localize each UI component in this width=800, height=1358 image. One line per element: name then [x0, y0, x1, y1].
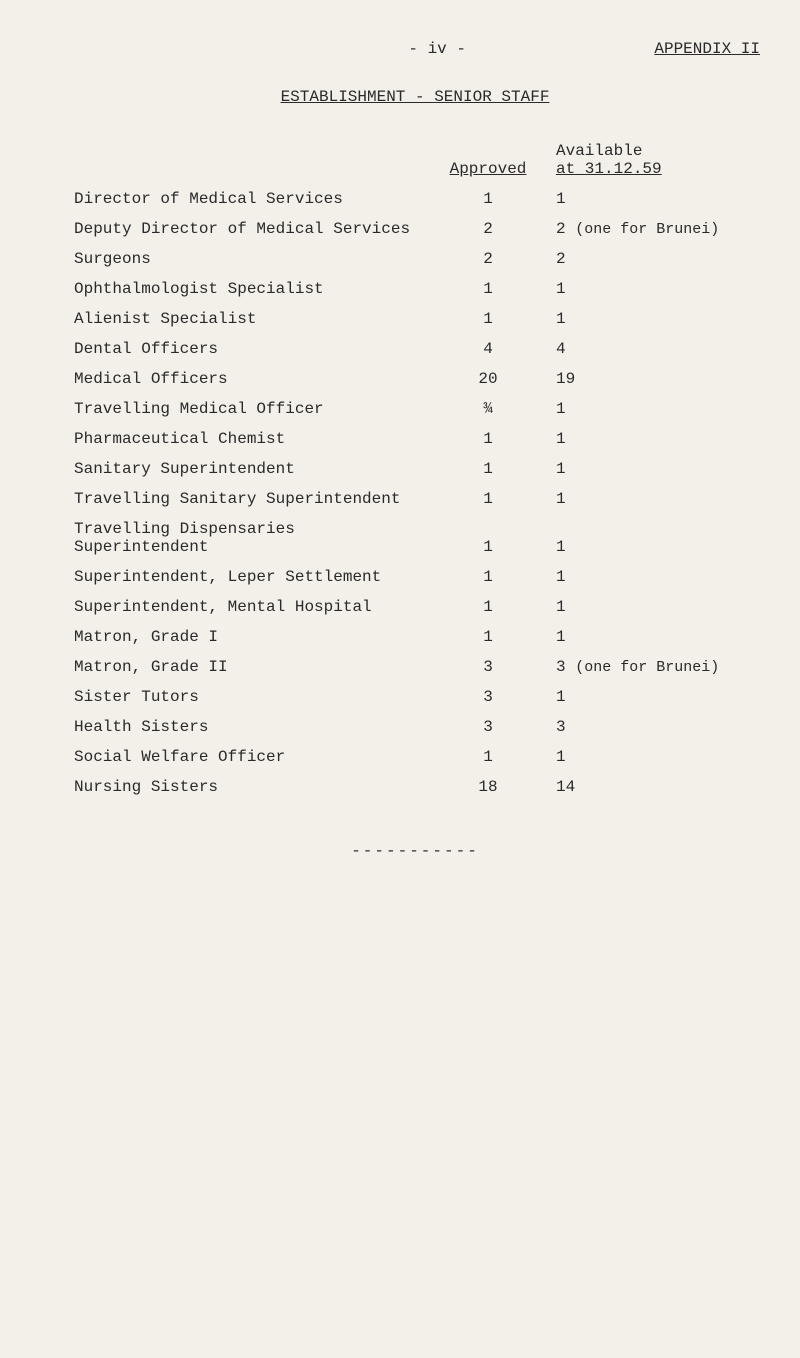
row-approved: 1 [424, 562, 552, 592]
subtitle: ESTABLISHMENT - SENIOR STAFF [70, 88, 760, 106]
table-row: Nursing Sisters1814 [70, 772, 760, 802]
row-approved: 1 [424, 514, 552, 562]
row-available: 1 [552, 592, 760, 622]
row-label: Health Sisters [70, 712, 424, 742]
row-approved: 3 [424, 652, 552, 682]
row-label: Travelling Dispensaries Superintendent [70, 514, 424, 562]
row-approved: 4 [424, 334, 552, 364]
row-approved: 3 [424, 712, 552, 742]
row-label: Medical Officers [70, 364, 424, 394]
row-approved: 1 [424, 484, 552, 514]
row-available: 1 [552, 514, 760, 562]
row-approved: 2 [424, 244, 552, 274]
row-available: 2 (one for Brunei) [552, 214, 760, 244]
row-label: Director of Medical Services [70, 184, 424, 214]
table-row: Medical Officers2019 [70, 364, 760, 394]
row-label: Sanitary Superintendent [70, 454, 424, 484]
header-line: - iv - APPENDIX II [70, 40, 760, 58]
row-label: Ophthalmologist Specialist [70, 274, 424, 304]
table-row: Matron, Grade II33 (one for Brunei) [70, 652, 760, 682]
table-row: Matron, Grade I11 [70, 622, 760, 652]
table-row: Health Sisters33 [70, 712, 760, 742]
row-available: 1 [552, 424, 760, 454]
col-header-approved: Approved [424, 136, 552, 184]
row-label: Superintendent, Mental Hospital [70, 592, 424, 622]
table-row: Social Welfare Officer11 [70, 742, 760, 772]
table-row: Dental Officers44 [70, 334, 760, 364]
row-label: Matron, Grade II [70, 652, 424, 682]
table-row: Sanitary Superintendent11 [70, 454, 760, 484]
row-approved: 1 [424, 304, 552, 334]
divider-dashes: ----------- [70, 842, 760, 860]
row-available: 1 [552, 484, 760, 514]
row-approved: 1 [424, 424, 552, 454]
row-label: Social Welfare Officer [70, 742, 424, 772]
row-available: 1 [552, 274, 760, 304]
row-available: 1 [552, 742, 760, 772]
staff-table: Approved Available at 31.12.59 Director … [70, 136, 760, 802]
row-label: Matron, Grade I [70, 622, 424, 652]
table-row: Travelling Sanitary Superintendent11 [70, 484, 760, 514]
row-label: Dental Officers [70, 334, 424, 364]
table-row: Superintendent, Mental Hospital11 [70, 592, 760, 622]
row-approved: 1 [424, 454, 552, 484]
table-row: Ophthalmologist Specialist11 [70, 274, 760, 304]
row-available: 1 [552, 394, 760, 424]
table-row: Surgeons22 [70, 244, 760, 274]
col-header-available: Available at 31.12.59 [552, 136, 760, 184]
row-available: 3 (one for Brunei) [552, 652, 760, 682]
table-row: Deputy Director of Medical Services22 (o… [70, 214, 760, 244]
row-label: Pharmaceutical Chemist [70, 424, 424, 454]
table-row: Director of Medical Services11 [70, 184, 760, 214]
row-available: 3 [552, 712, 760, 742]
row-available: 1 [552, 682, 760, 712]
row-available: 1 [552, 454, 760, 484]
row-available: 1 [552, 304, 760, 334]
row-label: Deputy Director of Medical Services [70, 214, 424, 244]
appendix-label: APPENDIX II [654, 40, 760, 58]
table-row: Pharmaceutical Chemist11 [70, 424, 760, 454]
row-label: Travelling Sanitary Superintendent [70, 484, 424, 514]
row-approved: 1 [424, 742, 552, 772]
row-label: Surgeons [70, 244, 424, 274]
table-row: Sister Tutors31 [70, 682, 760, 712]
table-header-row: Approved Available at 31.12.59 [70, 136, 760, 184]
row-approved: 3 [424, 682, 552, 712]
row-available: 1 [552, 184, 760, 214]
table-row: Alienist Specialist11 [70, 304, 760, 334]
row-label: Sister Tutors [70, 682, 424, 712]
row-available: 2 [552, 244, 760, 274]
row-available: 14 [552, 772, 760, 802]
row-label: Alienist Specialist [70, 304, 424, 334]
row-available: 1 [552, 562, 760, 592]
row-available: 4 [552, 334, 760, 364]
row-approved: 1 [424, 184, 552, 214]
row-approved: 2 [424, 214, 552, 244]
row-approved: 1 [424, 274, 552, 304]
row-label: Nursing Sisters [70, 772, 424, 802]
document-page: - iv - APPENDIX II ESTABLISHMENT - SENIO… [0, 0, 800, 1358]
row-approved: 18 [424, 772, 552, 802]
row-approved: ¾ [424, 394, 552, 424]
table-row: Superintendent, Leper Settlement11 [70, 562, 760, 592]
row-available: 19 [552, 364, 760, 394]
row-approved: 20 [424, 364, 552, 394]
row-label: Travelling Medical Officer [70, 394, 424, 424]
table-row: Travelling Dispensaries Superintendent11 [70, 514, 760, 562]
table-row: Travelling Medical Officer¾1 [70, 394, 760, 424]
row-approved: 1 [424, 592, 552, 622]
row-available: 1 [552, 622, 760, 652]
row-approved: 1 [424, 622, 552, 652]
row-label: Superintendent, Leper Settlement [70, 562, 424, 592]
page-number: - iv - [220, 40, 654, 58]
